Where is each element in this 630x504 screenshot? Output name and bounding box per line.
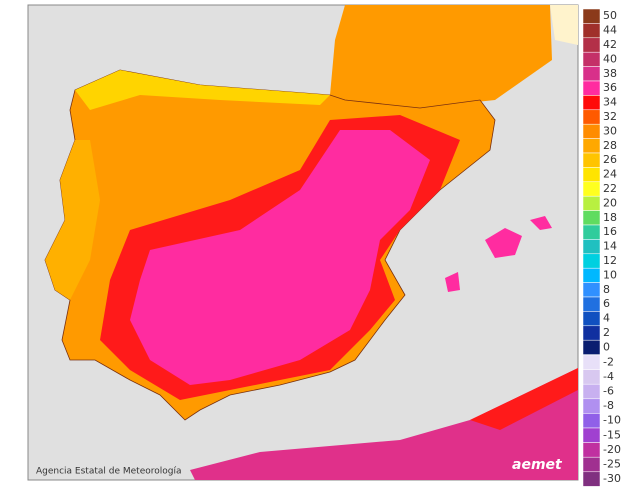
legend-label: 44 (603, 24, 617, 37)
legend-swatch (582, 95, 601, 111)
legend-label: 28 (603, 139, 617, 152)
legend-swatch (582, 80, 601, 96)
legend-swatch (582, 8, 601, 24)
legend-swatch (582, 267, 601, 283)
legend-swatch (582, 167, 601, 183)
legend-swatch (582, 138, 601, 154)
legend-label: 14 (603, 240, 617, 253)
legend-swatch (582, 224, 601, 240)
legend-label: 22 (603, 182, 617, 195)
legend-label: -2 (603, 355, 614, 368)
legend-label: 10 (603, 268, 617, 281)
france-east (550, 5, 578, 45)
logo: aemet (512, 457, 563, 473)
legend-swatch (582, 427, 601, 443)
very-hot-zone (130, 130, 430, 385)
africa (190, 368, 578, 480)
legend-label: -15 (603, 428, 621, 441)
legend-swatch (582, 253, 601, 269)
legend-swatch (582, 51, 601, 67)
legend-label: 38 (603, 67, 617, 80)
legend-label: -4 (603, 370, 614, 383)
legend-swatch (582, 239, 601, 255)
legend-label: -20 (603, 443, 621, 456)
legend-swatch (582, 123, 601, 139)
legend-swatch (582, 456, 601, 473)
legend-label: -10 (603, 414, 621, 427)
legend-label: 18 (603, 211, 617, 224)
legend-swatch (582, 296, 601, 312)
ibiza (445, 272, 460, 292)
legend-swatch (582, 413, 601, 429)
legend-swatch (582, 66, 601, 82)
legend-label: 26 (603, 153, 617, 166)
legend-swatch (582, 195, 601, 211)
legend-swatch (582, 398, 601, 414)
legend-label: 42 (603, 38, 617, 51)
legend-label: 6 (603, 297, 610, 310)
legend-swatch (582, 210, 601, 226)
mallorca (485, 228, 522, 258)
legend-swatch (582, 339, 601, 355)
legend-label: -8 (603, 399, 614, 412)
legend-swatch (582, 325, 601, 341)
legend-label: 32 (603, 110, 617, 123)
west-coast (45, 140, 100, 300)
legend-label: 8 (603, 283, 610, 296)
legend-swatch (582, 383, 601, 400)
legend-label: 24 (603, 168, 617, 181)
menorca (530, 216, 552, 230)
legend-label: 4 (603, 312, 610, 325)
legend-swatch (582, 37, 601, 53)
legend-swatch (582, 471, 601, 487)
legend-label: 16 (603, 225, 617, 238)
legend-label: 0 (603, 340, 610, 353)
legend-label: 2 (603, 326, 610, 339)
legend-label: 12 (603, 254, 617, 267)
legend-swatch (582, 23, 601, 39)
legend-label: 50 (603, 9, 617, 22)
legend-label: -25 (603, 458, 621, 471)
legend-swatch (582, 181, 601, 197)
legend-label: 20 (603, 196, 617, 209)
legend-swatch (582, 369, 601, 385)
legend-swatch (582, 354, 601, 370)
legend: 5044424038363432302826242220181614121086… (582, 8, 621, 487)
credit: Agencia Estatal de Meteorología (36, 467, 182, 477)
map (27, 4, 579, 481)
legend-swatch (582, 109, 601, 125)
legend-label: 34 (603, 96, 617, 109)
legend-swatch (582, 152, 601, 168)
legend-swatch (582, 311, 601, 327)
africa-coast (470, 368, 578, 430)
legend-swatch (582, 282, 601, 298)
legend-label: 30 (603, 124, 617, 137)
legend-label: -30 (603, 472, 621, 485)
legend-label: 40 (603, 52, 617, 65)
legend-label: -6 (603, 385, 614, 398)
legend-label: 36 (603, 81, 617, 94)
legend-swatch (582, 442, 601, 458)
north-coast (75, 70, 330, 110)
france (330, 5, 552, 108)
